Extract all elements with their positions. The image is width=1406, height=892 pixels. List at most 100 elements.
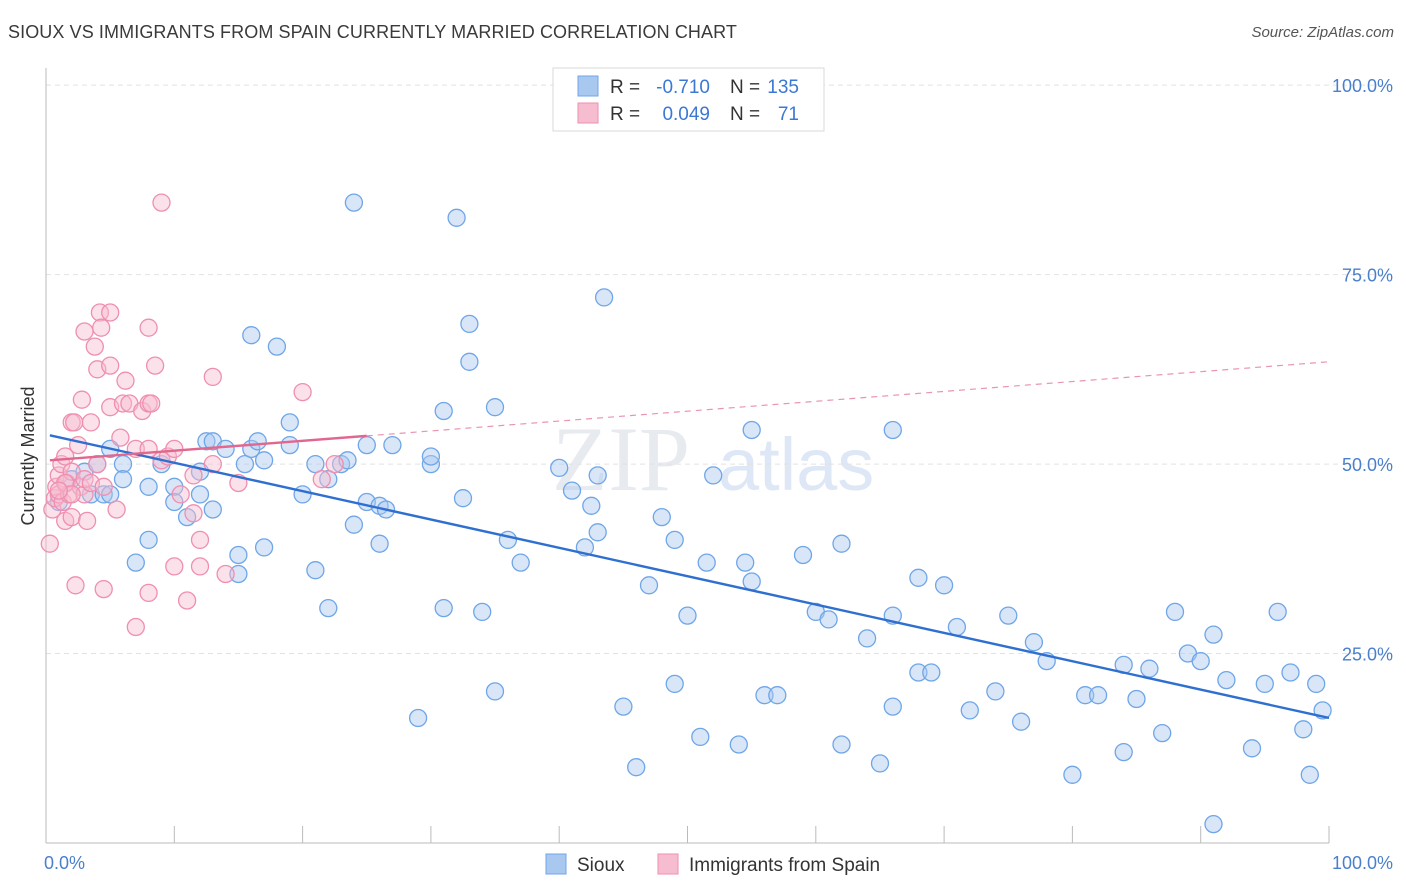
stats-box: R = -0.710 N = 135 R = 0.049 N = 71 [552,67,825,132]
spain-point [72,390,92,409]
spain-point [139,318,158,337]
sioux-point [678,606,697,625]
legend-label-sioux: Sioux [577,855,625,876]
sioux-point [1281,663,1300,682]
y-tick-label-1: 75.0% [1342,266,1393,286]
sioux-point [588,523,607,542]
stats-r-value-sioux: -0.710 [656,77,710,98]
y-axis-label: Currently Married [18,386,38,525]
sioux-point [755,686,774,705]
spain-point [56,447,75,466]
trend-lines [49,361,1330,720]
spain-point [165,439,184,459]
stats-n-label-sioux: N = [730,77,760,98]
sioux-point [1165,602,1185,622]
spain-point [139,583,158,603]
legend-swatch-sioux [545,853,567,875]
spain-point [49,481,68,500]
trend-line-sioux [49,434,1330,720]
sioux-point [909,568,928,587]
sioux-point [665,674,684,694]
sioux-point [883,420,902,440]
spain-point [77,511,97,531]
stats-swatch-sioux [577,75,599,97]
sioux-point [691,727,710,747]
sioux-point [742,420,761,440]
spain-point [81,413,101,432]
y-tick-label-0: 100.0% [1332,76,1393,96]
sioux-point [139,530,158,550]
sioux-point [1217,670,1236,690]
spain-point [62,507,81,527]
spain-point [177,591,197,610]
spain-point [85,337,104,356]
sioux-point [562,481,582,500]
sioux-point [229,545,248,565]
sioux-point [344,193,364,212]
sioux-point [229,564,248,584]
axes [45,68,1330,844]
spain-point [293,382,312,402]
sioux-point [1011,712,1031,731]
x-tick-label-max: 100.0% [1332,853,1393,873]
sioux-point [460,314,479,334]
stats-r-label-spain: R = [610,104,640,125]
sioux-point [1191,651,1210,671]
sioux-point [421,447,441,466]
spain-point [111,428,130,447]
sioux-point [190,485,210,504]
sioux-point [511,553,530,572]
sioux-point [248,432,267,451]
sioux-point [1294,720,1313,739]
trend-line-spain [49,434,367,462]
trend-line-spain-extrapolated [366,361,1330,437]
sioux-point [870,754,890,773]
sioux-point [665,530,684,550]
sioux-point [216,439,235,459]
sioux-point [947,617,967,637]
sioux-point [550,458,569,478]
spain-point [94,477,113,496]
sioux-point [498,530,518,550]
spain-point [203,367,222,387]
sioux-point [768,686,787,705]
sioux-point [1242,739,1262,758]
data-points [40,193,1332,834]
sioux-point [254,538,274,557]
y-tick-label-3: 25.0% [1342,645,1393,665]
sioux-point [408,708,428,728]
sioux-point [742,572,761,591]
spain-point [190,530,210,550]
x-tick-labels: 0.0% 100.0% [44,853,1393,873]
sioux-point [729,735,748,754]
watermark: ZIP atlas [552,408,874,510]
spain-point [325,454,344,474]
sioux-point [101,485,120,504]
spain-point [145,356,165,375]
sioux-point [473,602,492,622]
sioux-point [197,432,216,451]
spain-point [116,371,135,390]
sioux-point [909,663,928,682]
spain-point [184,504,203,523]
sioux-point [934,576,954,595]
spain-point [75,322,94,341]
sioux-point [1307,674,1326,694]
spain-point [203,454,222,474]
sioux-point [1024,633,1044,652]
sioux-point [344,515,364,534]
sioux-point [280,435,299,455]
sioux-point [485,398,505,417]
sioux-point [832,735,851,754]
spain-point [66,576,85,595]
sioux-point [1140,659,1159,678]
spain-point [190,557,210,576]
spain-point [312,470,331,489]
sioux-point [883,697,902,716]
sioux-point [453,489,473,508]
stats-r-value-spain: 0.049 [662,104,710,125]
sioux-point [639,576,659,595]
stats-n-value-sioux: 135 [767,77,799,98]
sioux-point [421,454,441,474]
